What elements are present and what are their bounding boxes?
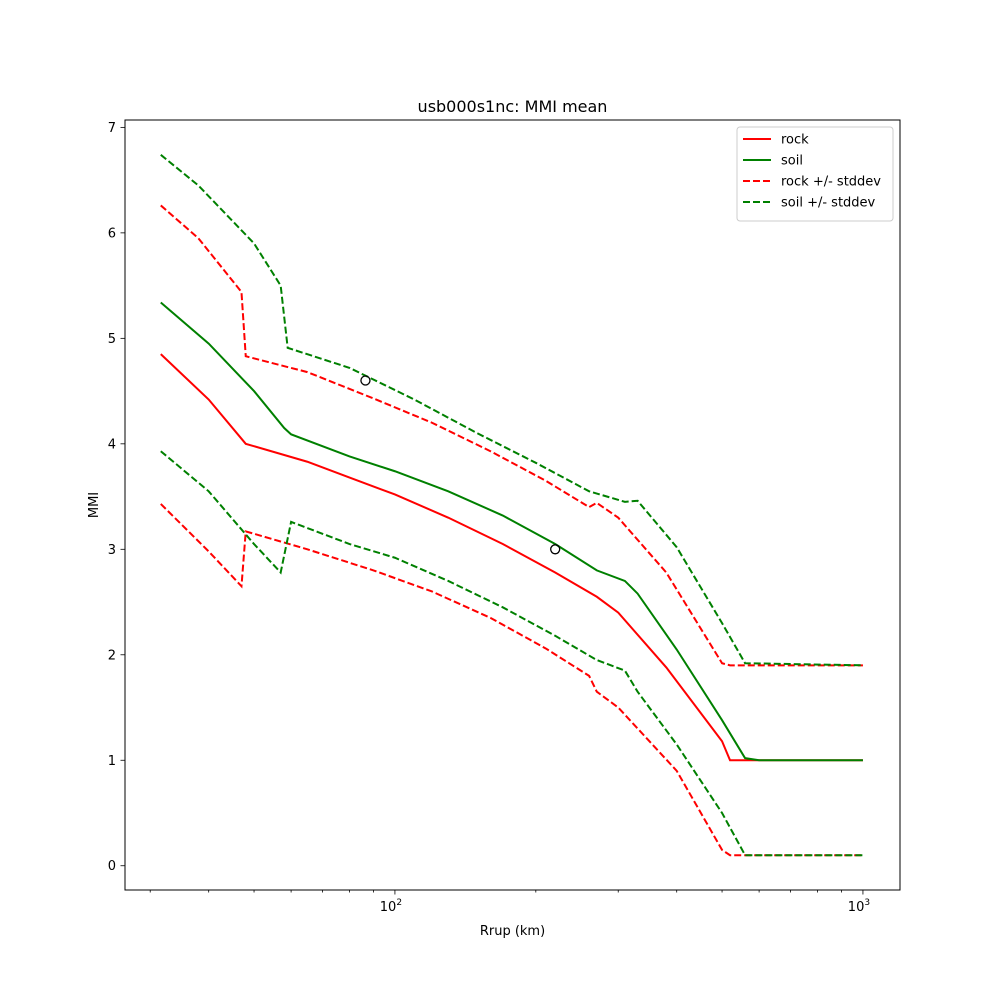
x-tick-label-0: 102 [380, 898, 402, 915]
y-tick-label-4: 4 [108, 437, 116, 452]
plot-area [160, 154, 863, 857]
series-line-3 [160, 154, 863, 667]
plot-frame [124, 119, 901, 891]
y-axis-label: MMI [87, 492, 102, 518]
chart-title: usb000s1nc: MMI mean [418, 97, 608, 116]
observation-point-0 [360, 375, 371, 386]
series-line-1 [160, 301, 863, 762]
x-axis: 102 103 [149, 890, 870, 915]
observation-point-1 [550, 544, 561, 555]
y-tick-label-5: 5 [108, 332, 116, 347]
legend-label-0: rock [781, 133, 809, 148]
y-tick-label-1: 1 [108, 754, 116, 769]
series-line-5 [160, 450, 863, 857]
y-tick-label-6: 6 [108, 226, 116, 241]
y-tick-label-3: 3 [108, 543, 116, 558]
y-tick-label-7: 7 [108, 121, 116, 136]
series-line-4 [160, 503, 863, 857]
x-tick-label-1: 103 [848, 898, 870, 915]
y-axis: 0 1 2 3 4 5 6 7 [108, 121, 125, 874]
y-tick-label-2: 2 [108, 648, 116, 663]
legend: rock soil rock +/- stddev soil +/- stddev [736, 126, 894, 222]
x-axis-label: Rrup (km) [480, 924, 545, 939]
series-line-0 [160, 353, 863, 762]
legend-label-1: soil [781, 154, 803, 169]
legend-box [736, 126, 894, 222]
legend-label-2: rock +/- stddev [781, 175, 881, 190]
y-tick-label-0: 0 [108, 859, 116, 874]
series-line-2 [160, 204, 863, 667]
legend-label-3: soil +/- stddev [781, 196, 876, 211]
